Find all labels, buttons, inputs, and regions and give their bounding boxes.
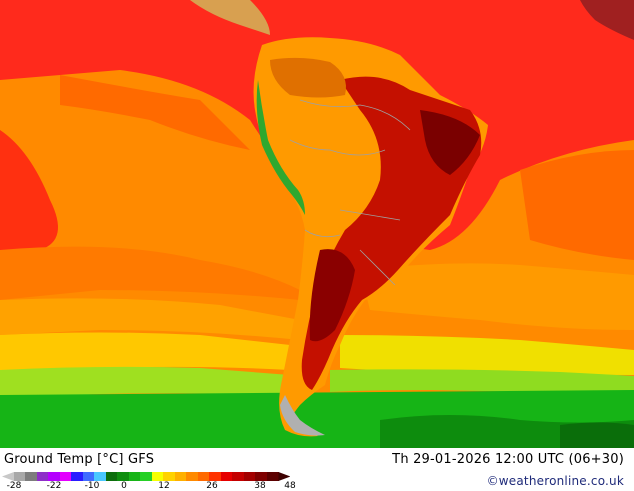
- legend-tick-label: -28: [6, 481, 22, 491]
- legend-tick-label: -22: [46, 481, 62, 491]
- legend-tick-label: -10: [84, 481, 100, 491]
- legend-tick-label: 48: [284, 481, 296, 491]
- legend-swatch: [278, 472, 291, 481]
- legend-swatch: [266, 472, 279, 481]
- map-canvas: [0, 0, 634, 448]
- footer: [0, 448, 634, 490]
- legend-swatch: [186, 472, 199, 481]
- legend-swatch: [117, 472, 130, 481]
- legend-tick-label: 38: [254, 481, 266, 491]
- warm-north: [270, 57, 346, 98]
- ocean-orange-east: [520, 150, 634, 260]
- legend-tick-label: 0: [121, 481, 127, 491]
- map-title: Ground Temp [°C] GFS: [4, 452, 155, 467]
- credit-link[interactable]: ©weatheronline.co.uk: [486, 474, 624, 488]
- legend-swatch: [94, 472, 107, 481]
- patagonia-tip: [280, 395, 325, 436]
- legend-swatch: [220, 472, 233, 481]
- legend-swatch: [232, 472, 245, 481]
- africa-corner: [580, 0, 634, 40]
- run-info: Th 29-01-2026 12:00 UTC (06+30): [392, 452, 624, 467]
- legend-swatch: [151, 472, 164, 481]
- legend-swatch: [2, 472, 14, 481]
- legend-swatch: [48, 472, 61, 481]
- legend-swatch: [243, 472, 256, 481]
- ocean-band-yellow-east: [340, 335, 634, 375]
- legend-swatch: [255, 472, 268, 481]
- very-hot-argentina: [309, 249, 355, 342]
- legend-swatch: [13, 472, 26, 481]
- legend-swatch: [174, 472, 187, 481]
- ocean-orange-patch: [60, 75, 250, 150]
- legend-tick-label: 12: [158, 481, 170, 491]
- country-borders: [289, 99, 411, 286]
- ocean-deepgreen-corner: [560, 422, 634, 448]
- legend-swatch: [59, 472, 72, 481]
- ocean-red-west: [0, 130, 58, 250]
- very-hot-northeast: [420, 110, 480, 175]
- ocean-band-lightgreen-west: [0, 366, 290, 398]
- legend-swatch: [82, 472, 95, 481]
- legend-swatch: [25, 472, 38, 481]
- ocean-band-yellow-west: [0, 332, 290, 372]
- ocean-band-1: [0, 246, 300, 300]
- legend-tick-label: 26: [206, 481, 218, 491]
- ocean-band-lightgreen-east: [330, 369, 634, 395]
- ocean-band-east: [360, 263, 634, 330]
- ocean-band-2: [0, 298, 300, 340]
- legend-swatch: [105, 472, 118, 481]
- central-america: [190, 0, 270, 35]
- legend-swatch: [128, 472, 141, 481]
- legend-swatch: [71, 472, 84, 481]
- temperature-map: [0, 0, 634, 448]
- legend-swatch: [36, 472, 49, 481]
- andes-strip: [256, 80, 305, 215]
- legend-swatch: [163, 472, 176, 481]
- legend-swatch: [140, 472, 153, 481]
- legend-swatch: [209, 472, 222, 481]
- color-legend: -28 -22 -10 0 12 26 38 48: [2, 472, 302, 491]
- legend-swatch: [197, 472, 210, 481]
